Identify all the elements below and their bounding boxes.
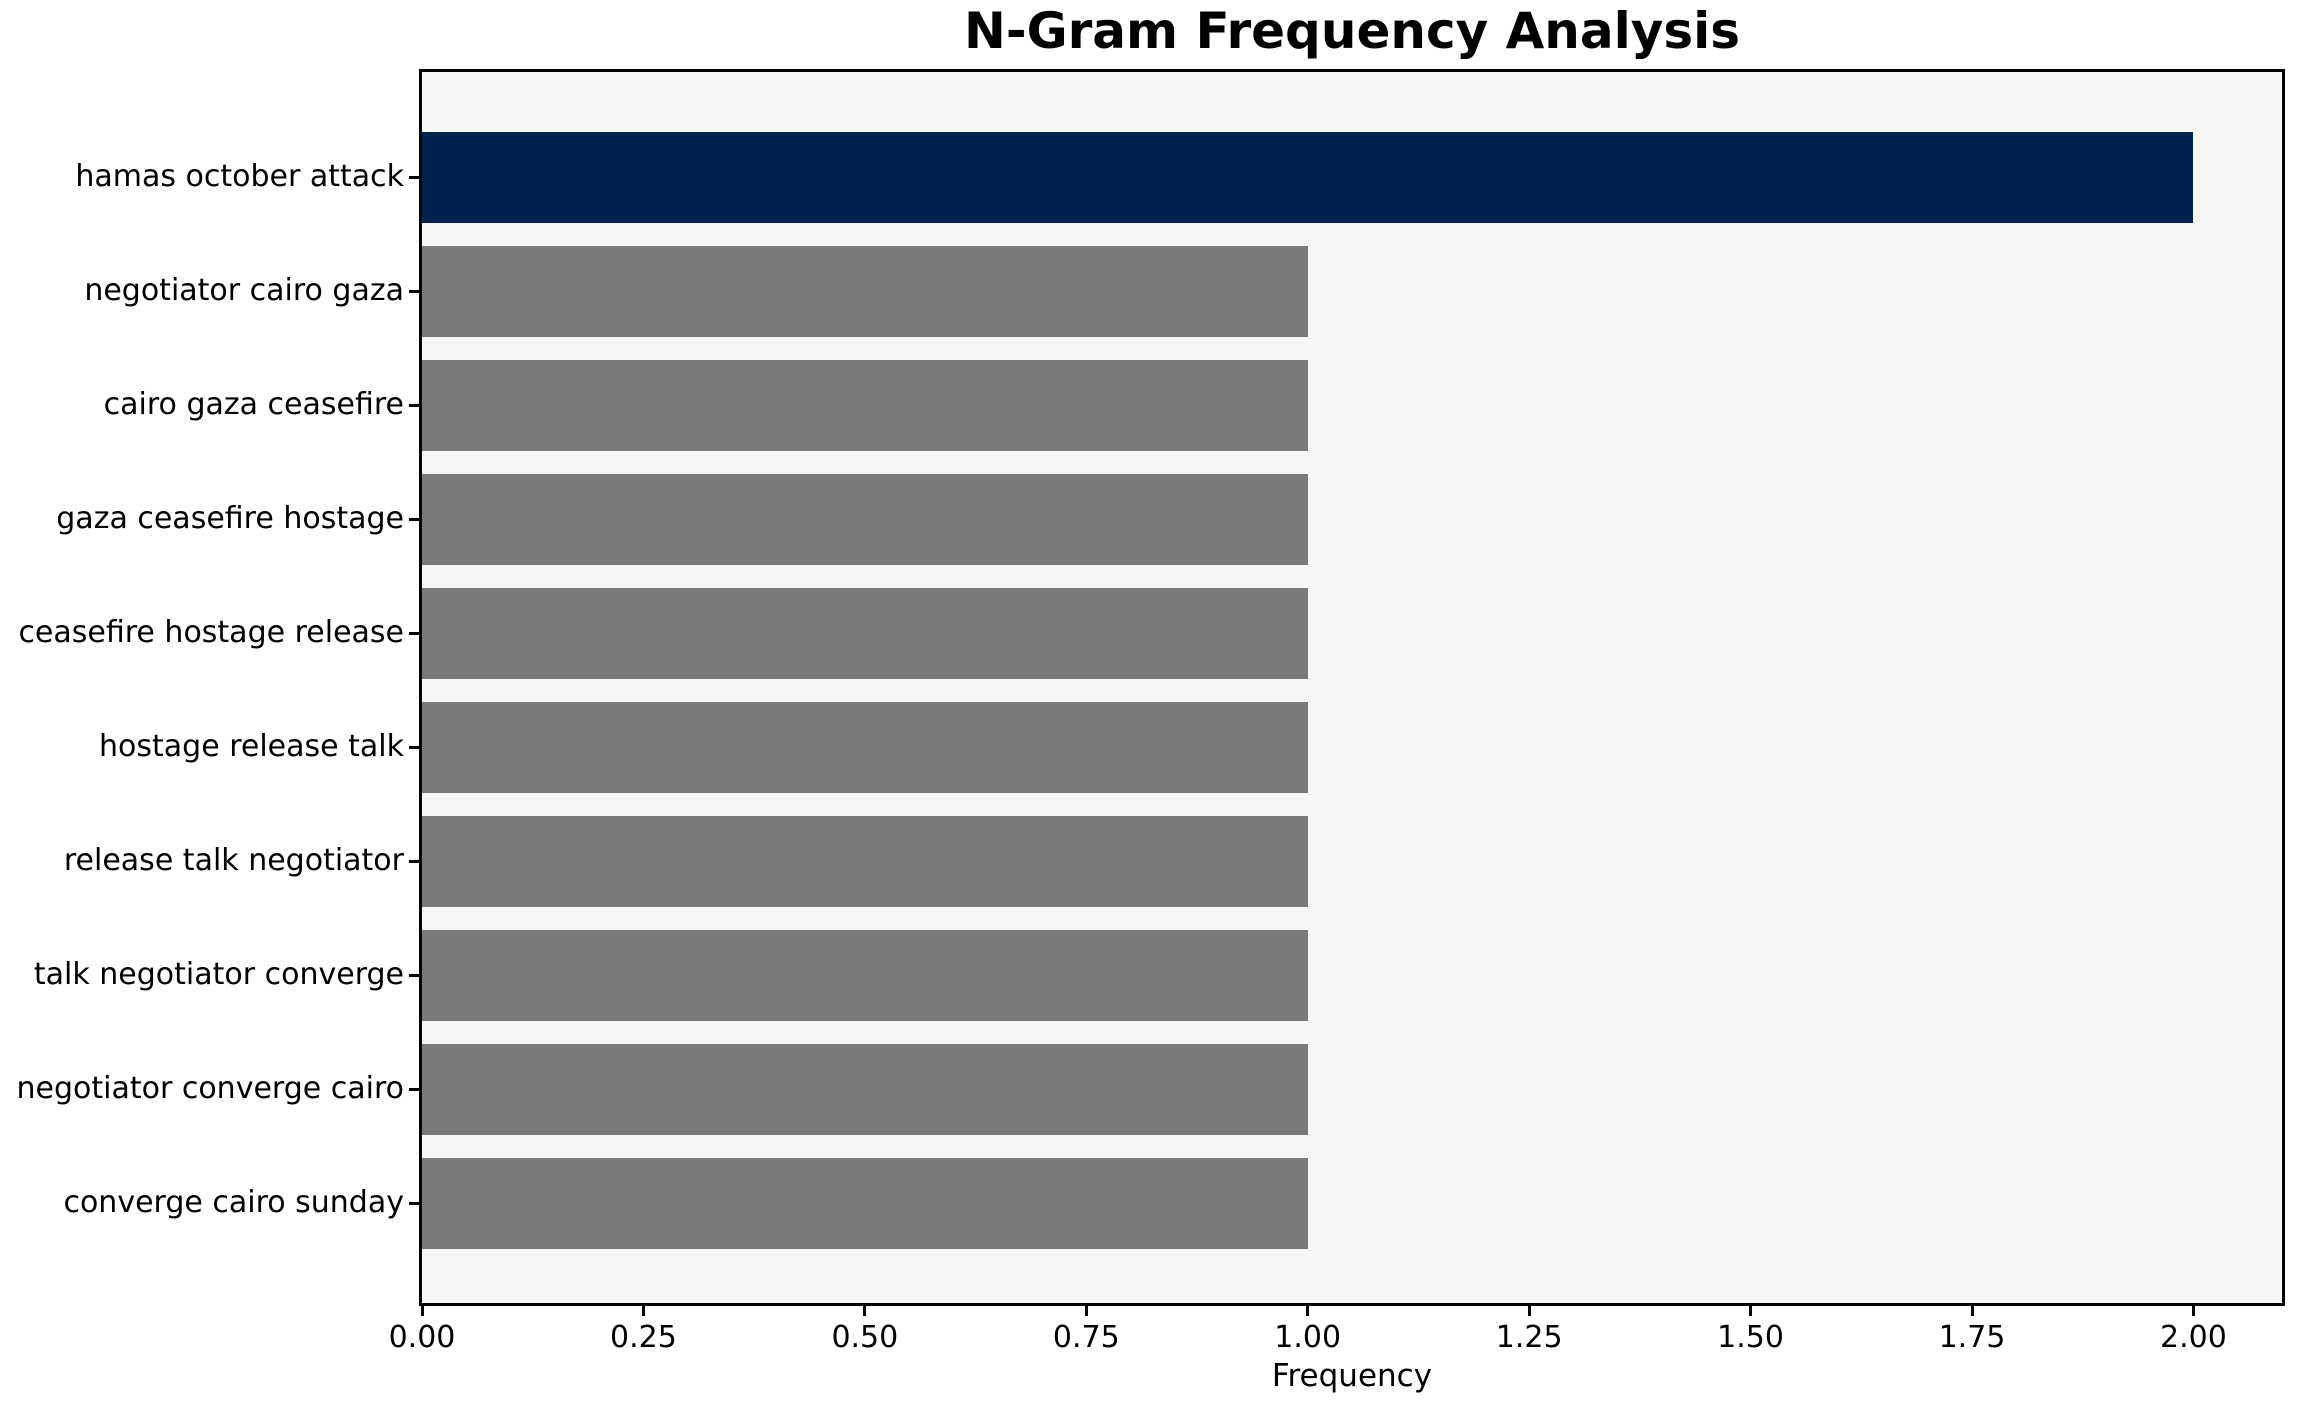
bar-negotiator-cairo-gaza xyxy=(422,245,1308,337)
x-tick-label: 1.50 xyxy=(1717,1320,1784,1355)
bar-negotiator-converge-cairo xyxy=(422,1043,1308,1135)
y-tick-mark xyxy=(409,1087,419,1091)
bar-talk-negotiator-converge xyxy=(422,929,1308,1021)
x-tick-label: 0.50 xyxy=(831,1320,899,1355)
x-tick-label: 1.25 xyxy=(1495,1320,1563,1355)
x-tick-mark xyxy=(1527,1306,1531,1316)
x-tick-mark xyxy=(1749,1306,1753,1316)
y-tick-mark xyxy=(409,745,419,749)
x-tick-label: 1.75 xyxy=(1938,1320,2006,1355)
x-tick-mark xyxy=(1306,1306,1310,1316)
x-tick-label: 2.00 xyxy=(2160,1320,2227,1355)
x-tick-mark xyxy=(1970,1306,1974,1316)
y-tick-mark xyxy=(409,1201,419,1205)
y-tick-label: negotiator cairo gaza xyxy=(84,273,404,308)
x-tick-mark xyxy=(420,1306,424,1316)
y-tick-mark xyxy=(409,289,419,293)
y-tick-label: hamas october attack xyxy=(75,159,404,194)
y-tick-mark xyxy=(409,403,419,407)
plot-area xyxy=(419,69,2285,1306)
y-tick-mark xyxy=(409,973,419,977)
y-tick-label: cairo gaza ceasefire xyxy=(103,387,404,422)
y-tick-label: converge cairo sunday xyxy=(63,1185,404,1220)
bar-cairo-gaza-ceasefire xyxy=(422,359,1308,451)
y-tick-label: talk negotiator converge xyxy=(33,957,404,992)
x-tick-label: 0.75 xyxy=(1052,1320,1120,1355)
bar-hamas-october-attack xyxy=(422,131,2194,223)
y-tick-mark xyxy=(409,517,419,521)
y-tick-label: negotiator converge cairo xyxy=(16,1071,405,1106)
y-tick-label: release talk negotiator xyxy=(63,843,404,878)
bar-ceasefire-hostage-release xyxy=(422,587,1308,679)
y-tick-label: gaza ceasefire hostage xyxy=(56,501,404,536)
x-tick-label: 1.00 xyxy=(1274,1320,1342,1355)
x-tick-label: 0.00 xyxy=(388,1320,456,1355)
x-tick-label: 0.25 xyxy=(610,1320,677,1355)
y-tick-mark xyxy=(409,631,419,635)
bar-hostage-release-talk xyxy=(422,701,1308,793)
x-tick-mark xyxy=(863,1306,867,1316)
x-tick-mark xyxy=(641,1306,645,1316)
bar-gaza-ceasefire-hostage xyxy=(422,473,1308,565)
x-tick-mark xyxy=(2191,1306,2195,1316)
x-axis-label: Frequency xyxy=(1271,1358,1433,1394)
y-tick-mark xyxy=(409,859,419,863)
x-tick-mark xyxy=(1084,1306,1088,1316)
bar-converge-cairo-sunday xyxy=(422,1157,1308,1249)
y-tick-label: ceasefire hostage release xyxy=(18,615,404,650)
bar-release-talk-negotiator xyxy=(422,815,1308,907)
chart-title: N-Gram Frequency Analysis xyxy=(963,2,1741,60)
y-tick-mark xyxy=(409,175,419,179)
y-tick-label: hostage release talk xyxy=(99,729,404,764)
